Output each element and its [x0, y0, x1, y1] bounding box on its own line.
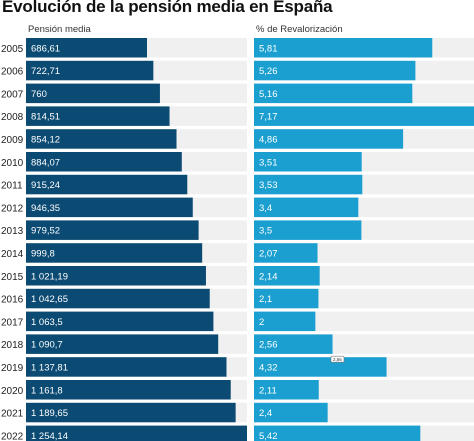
bar-value-label-2015: 1 021,19: [31, 271, 68, 282]
tooltip: 2,56: [330, 355, 345, 363]
bar-2014[interactable]: [26, 243, 203, 263]
year-label-2007: 2007: [1, 89, 24, 100]
bar-value-label-2016: 1 042,65: [31, 294, 68, 305]
bar-value-label-2009: 4,86: [259, 134, 278, 145]
year-label-2017: 2017: [1, 317, 24, 328]
bar-value-label-2007: 5,16: [259, 89, 278, 100]
year-label-2010: 2010: [1, 158, 24, 169]
panel-title: % de Revalorización: [256, 24, 343, 35]
bar-2009[interactable]: [26, 129, 177, 149]
bar-2012[interactable]: [26, 197, 193, 218]
bar-2021[interactable]: [254, 402, 328, 423]
panel-revalorizacion: % de Revalorización 5,81 5,26 5,16 7,17 4,86 3…: [254, 24, 474, 441]
bar-2019[interactable]: [26, 357, 227, 377]
year-label-2011: 2011: [1, 181, 23, 192]
bar-value-label-2013: 3,5: [259, 226, 272, 237]
bar-value-label-2020: 2,11: [259, 385, 277, 396]
bar-2010[interactable]: [26, 152, 182, 172]
year-label-2005: 2005: [1, 44, 24, 55]
bar-value-label-2009: 854,12: [31, 134, 60, 145]
bar-value-label-2020: 1 161,8: [31, 385, 63, 396]
bar-value-label-2007: 760: [31, 89, 47, 100]
year-label-2015: 2015: [1, 272, 24, 283]
bar-2005[interactable]: [26, 38, 147, 58]
bar-value-label-2015: 2,14: [259, 271, 278, 282]
bar-2018[interactable]: [26, 334, 219, 354]
bar-value-label-2013: 979,52: [31, 226, 60, 237]
bar-value-label-2022: 5,42: [259, 431, 278, 441]
bar-2009[interactable]: [254, 129, 404, 149]
year-label-2014: 2014: [1, 249, 24, 260]
year-label-2012: 2012: [1, 203, 24, 214]
bar-2006[interactable]: [254, 60, 416, 81]
bar-value-label-2019: 1 137,81: [31, 362, 68, 373]
bar-value-label-2017: 1 063,5: [31, 317, 63, 328]
bar-2015[interactable]: [26, 266, 206, 286]
panel-pension-media: Pensión media 686,61 722,71 760 814,51 854,12…: [26, 24, 247, 441]
year-label-2020: 2020: [1, 386, 24, 397]
bar-value-label-2010: 884,07: [31, 157, 60, 168]
bar-value-label-2005: 5,81: [259, 43, 278, 54]
bar-2021[interactable]: [26, 402, 236, 423]
year-label-2006: 2006: [1, 67, 24, 78]
year-label-2022: 2022: [1, 431, 24, 441]
bar-2012[interactable]: [254, 197, 359, 218]
bar-value-label-2017: 2: [259, 317, 264, 328]
bar-value-label-2022: 1 254,14: [31, 431, 68, 441]
bar-2008[interactable]: [26, 106, 170, 126]
year-label-2019: 2019: [1, 363, 24, 374]
year-label-2018: 2018: [1, 340, 24, 351]
year-label-2008: 2008: [1, 112, 24, 123]
bar-2019[interactable]: [254, 357, 387, 377]
bar-2022[interactable]: [26, 425, 247, 441]
bar-2020[interactable]: [26, 380, 231, 400]
bar-value-label-2011: 3,53: [259, 180, 278, 191]
bar-value-label-2012: 3,4: [259, 203, 272, 214]
bar-value-label-2012: 946,35: [31, 203, 60, 214]
bar-2011[interactable]: [26, 174, 188, 195]
bar-value-label-2008: 7,17: [259, 112, 278, 123]
bar-2015[interactable]: [254, 266, 320, 286]
bar-2020[interactable]: [254, 380, 319, 400]
bar-2008[interactable]: [254, 106, 474, 126]
bar-2005[interactable]: [254, 38, 433, 58]
bar-value-label-2011: 915,24: [31, 180, 60, 191]
year-label-2013: 2013: [1, 226, 24, 237]
bar-2014[interactable]: [254, 243, 318, 263]
bar-2013[interactable]: [26, 220, 199, 240]
bar-value-label-2016: 2,1: [259, 294, 272, 305]
bar-2013[interactable]: [254, 220, 362, 240]
bar-2007[interactable]: [254, 83, 413, 104]
bar-value-label-2014: 999,8: [31, 248, 55, 259]
bar-2016[interactable]: [254, 288, 319, 309]
bar-value-label-2018: 2,56: [259, 340, 278, 351]
year-label-2009: 2009: [1, 135, 24, 146]
tooltip-text: 2,56: [333, 357, 342, 362]
bar-value-label-2021: 1 189,65: [31, 408, 68, 419]
bar-2007[interactable]: [26, 83, 160, 104]
year-label-2016: 2016: [1, 295, 24, 306]
bar-2022[interactable]: [254, 425, 421, 441]
bar-value-label-2021: 2,4: [259, 408, 272, 419]
bar-value-label-2006: 722,71: [31, 66, 60, 77]
bar-2017[interactable]: [254, 311, 316, 332]
bar-2010[interactable]: [254, 152, 362, 172]
year-label-2021: 2021: [1, 409, 24, 420]
chart-title: Evolución de la pensión media en España: [2, 0, 333, 16]
bar-value-label-2006: 5,26: [259, 66, 278, 77]
bar-2016[interactable]: [26, 288, 210, 309]
bar-value-label-2018: 1 090,7: [31, 340, 63, 351]
bar-2018[interactable]: [254, 334, 333, 354]
bar-value-label-2019: 4,32: [259, 362, 278, 373]
panel-title: Pensión media: [28, 24, 92, 35]
bar-value-label-2005: 686,61: [31, 43, 60, 54]
bar-2017[interactable]: [26, 311, 214, 332]
tooltip-box: [330, 355, 345, 363]
bar-2011[interactable]: [254, 174, 363, 195]
bar-value-label-2010: 3,51: [259, 157, 278, 168]
bar-value-label-2008: 814,51: [31, 112, 60, 123]
bar-value-label-2014: 2,07: [259, 248, 278, 259]
bar-2006[interactable]: [26, 60, 154, 81]
